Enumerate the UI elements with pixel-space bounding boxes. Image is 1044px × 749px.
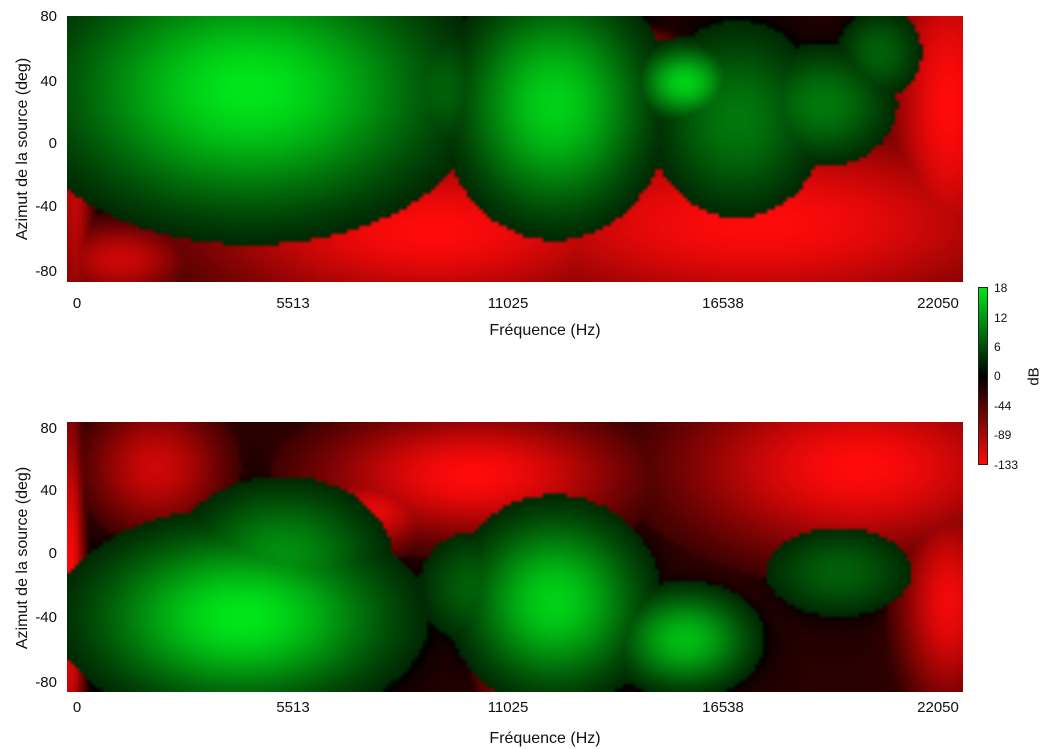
- x-axis-label-bottom: Fréquence (Hz): [489, 730, 601, 747]
- x-tick-label: 5513: [276, 699, 310, 716]
- colorbar-tick: -44: [994, 399, 1012, 413]
- heatmap-bottom: [67, 422, 963, 692]
- y-tick-label: 0: [48, 545, 57, 562]
- x-tick-label: 5513: [276, 295, 310, 312]
- y-tick-label: 40: [40, 482, 57, 499]
- heatmap-top-image: [67, 16, 963, 282]
- x-tick-label: 22050: [917, 699, 959, 716]
- y-axis-label-top: Azimut de la source (deg): [14, 57, 31, 241]
- colorbar-tick: -89: [994, 428, 1012, 442]
- x-tick-label: 22050: [917, 295, 959, 312]
- colorbar-tick: 18: [994, 281, 1008, 295]
- colorbar-tick: 0: [994, 369, 1001, 383]
- colorbar-tick: 6: [994, 340, 1001, 354]
- x-tick-label: 0: [72, 295, 82, 312]
- y-tick-label: 0: [48, 135, 57, 152]
- y-tick-label: -80: [35, 674, 57, 691]
- colorbar-label: dB: [1025, 367, 1043, 386]
- x-tick-label: 16538: [702, 295, 744, 312]
- y-axis-label-bottom: Azimut de la source (deg): [14, 466, 31, 650]
- x-tick-label: 11025: [487, 295, 529, 312]
- x-axis-label-top: Fréquence (Hz): [489, 322, 601, 339]
- colorbar-tick: 12: [994, 311, 1008, 325]
- heatmap-bottom-image: [67, 422, 963, 692]
- y-tick-label: -80: [35, 263, 57, 280]
- heatmap-top: [67, 16, 963, 282]
- colorbar-tick: -133: [994, 458, 1019, 472]
- y-tick-label: -40: [35, 609, 57, 626]
- x-tick-label: 16538: [702, 699, 744, 716]
- y-tick-label: 80: [40, 8, 57, 25]
- y-tick-label: -40: [35, 198, 57, 215]
- y-tick-label: 80: [40, 420, 57, 437]
- x-tick-label: 11025: [487, 699, 529, 716]
- colorbar: [978, 287, 988, 465]
- x-tick-label: 0: [72, 699, 82, 716]
- y-tick-label: 40: [40, 73, 57, 90]
